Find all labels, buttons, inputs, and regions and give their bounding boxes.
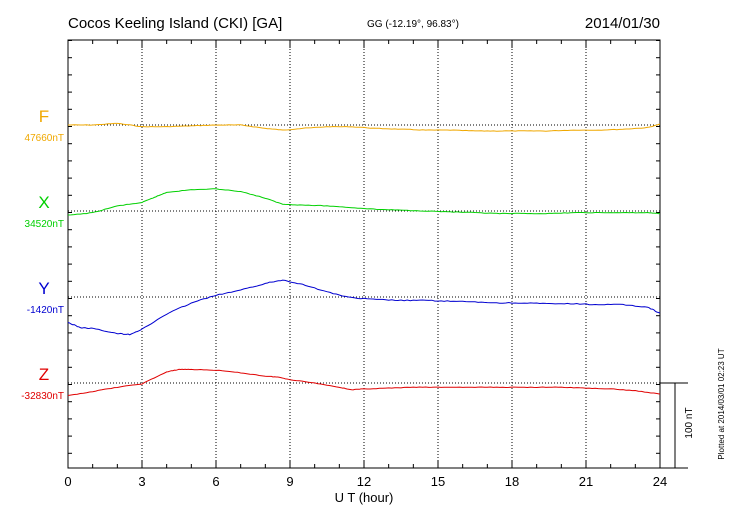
component-baseline-X: 34520nT <box>25 219 64 230</box>
x-axis-label: U T (hour) <box>335 490 394 505</box>
x-tick-label-12: 12 <box>357 474 371 489</box>
station-title: Cocos Keeling Island (CKI) [GA] <box>68 15 282 32</box>
x-tick-label-6: 6 <box>212 474 219 489</box>
component-baseline-Z: -32830nT <box>21 391 64 402</box>
axis-ticks <box>67 40 661 468</box>
x-tick-label-3: 3 <box>138 474 145 489</box>
series-lines <box>67 122 661 396</box>
x-tick-label-9: 9 <box>286 474 293 489</box>
grid-lines <box>68 40 660 468</box>
x-tick-label-18: 18 <box>505 474 519 489</box>
x-tick-label-24: 24 <box>653 474 667 489</box>
component-labels: F 47660nT X 34520nT Y -1420nT Z -32830nT <box>21 107 64 402</box>
component-baseline-F: 47660nT <box>25 133 64 144</box>
component-label-Y: Y <box>38 279 49 298</box>
chart-date: 2014/01/30 <box>585 15 660 32</box>
x-tick-label-0: 0 <box>64 474 71 489</box>
station-coordinates: GG (-12.19°, 96.83°) <box>367 19 459 30</box>
x-tick-labels: 0 3 6 9 12 15 18 21 24 <box>64 474 667 489</box>
component-label-Z: Z <box>39 365 49 384</box>
series-line-X <box>67 188 660 216</box>
component-baseline-Y: -1420nT <box>27 305 64 316</box>
plotted-timestamp: Plotted at 2014/03/01 02:23 UT <box>717 348 726 459</box>
scale-bar-label: 100 nT <box>684 407 695 438</box>
x-tick-label-15: 15 <box>431 474 445 489</box>
component-label-X: X <box>38 193 49 212</box>
series-line-F <box>68 122 661 132</box>
component-label-F: F <box>39 107 49 126</box>
scale-bar: 100 nT <box>660 382 695 469</box>
series-line-Z <box>67 368 661 396</box>
x-tick-label-21: 21 <box>579 474 593 489</box>
series-line-Y <box>67 279 661 336</box>
